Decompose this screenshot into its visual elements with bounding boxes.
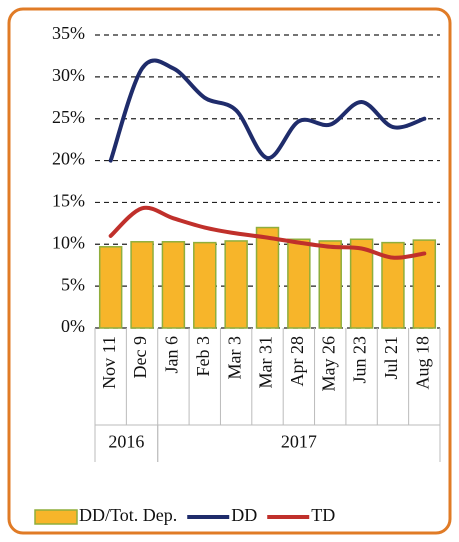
bar bbox=[224, 240, 248, 329]
x-tick-label: Jan 6 bbox=[162, 336, 182, 374]
group-label: 2017 bbox=[281, 432, 317, 452]
x-tick-label: Feb 3 bbox=[193, 336, 213, 377]
y-tick-label: 0% bbox=[61, 316, 85, 336]
line bbox=[108, 58, 427, 163]
legend-label: TD bbox=[311, 505, 335, 525]
bar bbox=[193, 241, 217, 329]
y-tick-label: 20% bbox=[52, 149, 85, 169]
bar bbox=[130, 241, 154, 329]
x-tick-label: Aug 18 bbox=[412, 336, 432, 390]
x-tick-label: May 26 bbox=[318, 336, 338, 392]
bar bbox=[412, 239, 437, 329]
bar bbox=[98, 246, 123, 329]
x-tick-label: Apr 28 bbox=[287, 336, 307, 387]
bar bbox=[161, 241, 186, 329]
bar bbox=[318, 240, 342, 329]
bar bbox=[349, 238, 374, 329]
x-tick-label: Jul 21 bbox=[381, 336, 401, 380]
legend-swatch bbox=[34, 509, 78, 525]
x-tick-label: Mar 31 bbox=[256, 336, 276, 389]
y-tick-label: 30% bbox=[52, 65, 85, 85]
line bbox=[108, 205, 427, 260]
x-tick-label: Nov 11 bbox=[99, 336, 119, 389]
legend-label: DD/Tot. Dep. bbox=[79, 505, 177, 525]
bar bbox=[255, 226, 280, 329]
group-label: 2016 bbox=[108, 432, 144, 452]
y-tick-label: 25% bbox=[52, 107, 85, 127]
y-tick-label: 10% bbox=[52, 232, 85, 252]
bar bbox=[381, 241, 405, 329]
x-tick-label: Dec 9 bbox=[130, 336, 150, 378]
y-tick-label: 5% bbox=[61, 274, 85, 294]
legend: DD/Tot. Dep. DD TD bbox=[34, 505, 335, 525]
y-tick-label: 15% bbox=[52, 191, 85, 211]
legend-label: DD bbox=[231, 505, 257, 525]
x-tick-label: Jun 23 bbox=[350, 336, 370, 384]
x-tick-label: Mar 3 bbox=[224, 336, 244, 380]
bar bbox=[287, 238, 311, 329]
y-tick-label: 35% bbox=[52, 23, 85, 43]
